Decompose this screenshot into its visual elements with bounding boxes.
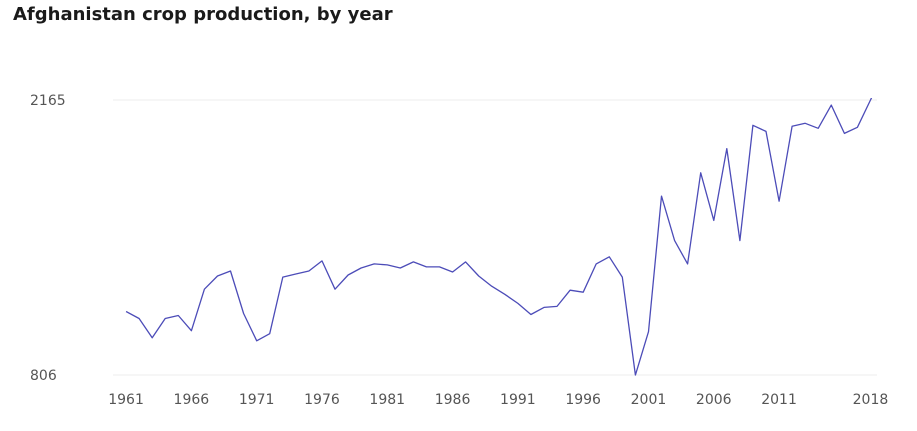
x-tick-label: 1991: [500, 392, 536, 408]
x-tick-label: 1971: [239, 392, 275, 408]
y-tick-label: 2165: [30, 93, 66, 109]
x-tick-label: 2006: [696, 392, 732, 408]
y-tick-label: 806: [30, 368, 57, 384]
x-tick-label: 1981: [369, 392, 405, 408]
x-tick-label: 1996: [565, 392, 601, 408]
x-tick-label: 2011: [761, 392, 797, 408]
series-lines: [125, 98, 873, 376]
series-line: [125, 98, 873, 376]
x-tick-label: 2001: [631, 392, 667, 408]
gridlines: [113, 99, 877, 376]
x-axis-labels: 1961 1966 1971 1976 1981 1986 1991 1996 2001 2006…: [108, 392, 888, 408]
x-tick-label: 1986: [435, 392, 471, 408]
x-tick-label: 1966: [174, 392, 210, 408]
x-tick-label: 2018: [853, 392, 889, 408]
chart-title: Afghanistan crop production, by year: [13, 4, 393, 25]
y-axis-labels: 806 2165: [30, 93, 66, 384]
x-tick-label: 1976: [304, 392, 340, 408]
x-tick-label: 1961: [108, 392, 144, 408]
